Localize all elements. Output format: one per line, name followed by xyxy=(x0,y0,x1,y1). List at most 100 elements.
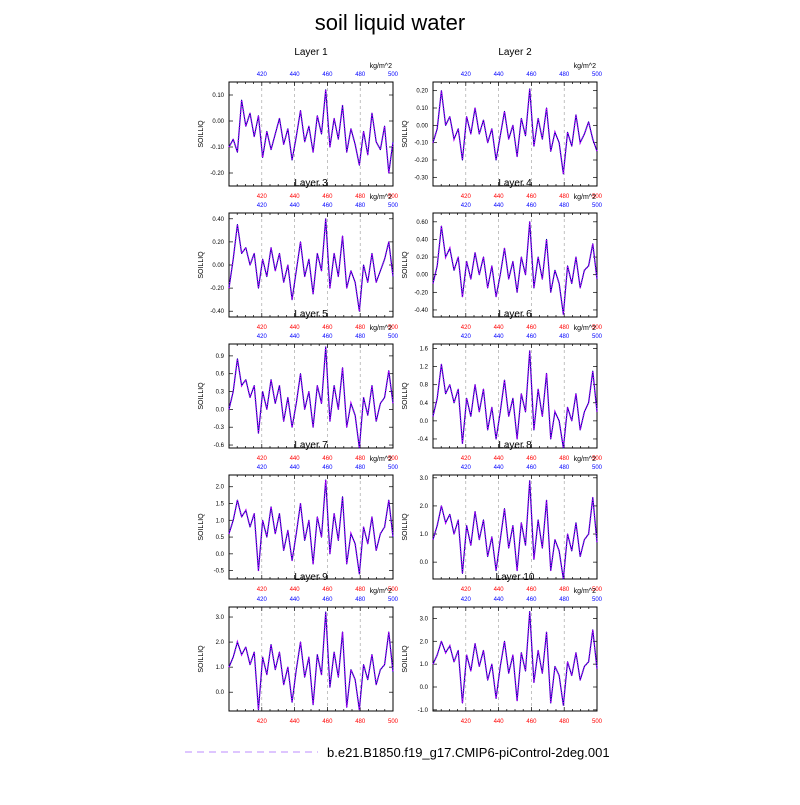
y-tick-label: 1.0 xyxy=(216,518,225,524)
x-tick-label-top: 460 xyxy=(526,465,537,471)
x-tick-label-bottom: 460 xyxy=(526,719,537,725)
units-label: kg/m^2 xyxy=(574,325,596,332)
y-tick-label: -1.0 xyxy=(418,708,429,714)
y-axis-label: SOILLIQ xyxy=(198,251,205,279)
y-tick-label: 0.6 xyxy=(216,372,225,378)
units-label: kg/m^2 xyxy=(370,456,392,463)
panel-layer-10: Layer 10 kg/m^2 SOILLIQ 420 420 440 440 460 460 4… xyxy=(402,572,603,725)
x-tick-label-top: 460 xyxy=(322,334,333,340)
panel-title: Layer 9 xyxy=(294,572,328,583)
y-tick-label: 1.0 xyxy=(420,532,429,538)
x-tick-label-bottom: 440 xyxy=(494,325,505,331)
plot-frame xyxy=(432,81,598,187)
x-tick-label-top: 420 xyxy=(257,72,268,78)
series-line xyxy=(432,480,598,580)
x-tick-label-top: 500 xyxy=(592,465,603,471)
x-tick-label-top: 420 xyxy=(257,203,268,209)
x-tick-label-top: 440 xyxy=(494,597,505,603)
panel-layer-3: Layer 3 kg/m^2 SOILLIQ 420 420 440 440 460 460 48… xyxy=(198,178,399,331)
x-tick-label-top: 420 xyxy=(257,334,268,340)
plot-frame xyxy=(432,343,598,449)
x-tick-label-top: 420 xyxy=(461,334,472,340)
x-tick-label-bottom: 440 xyxy=(290,325,301,331)
x-tick-label-top: 500 xyxy=(592,597,603,603)
x-tick-label-bottom: 460 xyxy=(526,325,537,331)
x-tick-label-bottom: 420 xyxy=(461,194,472,200)
x-tick-label-bottom: 420 xyxy=(461,456,472,462)
series-line xyxy=(228,346,394,449)
x-tick-label-bottom: 460 xyxy=(322,194,333,200)
series-line xyxy=(432,611,598,706)
y-tick-label: -0.10 xyxy=(210,145,224,151)
y-axis-label: SOILLIQ xyxy=(198,513,205,541)
units-label: kg/m^2 xyxy=(370,63,392,70)
x-tick-label-bottom: 420 xyxy=(461,719,472,725)
series-dots xyxy=(432,480,598,580)
x-tick-label-top: 460 xyxy=(526,334,537,340)
panel-grid: Layer 1 kg/m^2 SOILLIQ 420 420 440 440 460 460 48… xyxy=(198,47,603,725)
x-tick-label-bottom: 420 xyxy=(461,325,472,331)
x-tick-label-top: 460 xyxy=(526,72,537,78)
y-tick-label: 0.0 xyxy=(420,685,429,691)
y-tick-label: 2.0 xyxy=(420,639,429,645)
x-tick-label-bottom: 460 xyxy=(526,587,537,593)
x-tick-label-bottom: 440 xyxy=(494,719,505,725)
y-axis-label: SOILLIQ xyxy=(198,120,205,148)
x-tick-label-top: 480 xyxy=(355,597,366,603)
y-tick-label: 0.20 xyxy=(212,240,224,246)
y-axis-label: SOILLIQ xyxy=(402,513,409,541)
y-tick-label: -0.20 xyxy=(414,158,428,164)
x-tick-label-bottom: 480 xyxy=(559,325,570,331)
series-dots xyxy=(228,218,394,312)
y-tick-label: 0.00 xyxy=(416,123,428,129)
x-tick-label-bottom: 480 xyxy=(355,719,366,725)
series-dots xyxy=(432,221,598,315)
x-tick-label-bottom: 480 xyxy=(559,194,570,200)
y-tick-label: 0.3 xyxy=(216,390,225,396)
x-tick-label-top: 420 xyxy=(257,465,268,471)
units-label: kg/m^2 xyxy=(574,194,596,201)
x-tick-label-top: 420 xyxy=(461,465,472,471)
x-tick-label-bottom: 440 xyxy=(290,719,301,725)
x-tick-label-bottom: 480 xyxy=(355,194,366,200)
x-tick-label-bottom: 440 xyxy=(494,194,505,200)
panel-layer-9: Layer 9 kg/m^2 SOILLIQ 420 420 440 440 460 460 48… xyxy=(198,572,399,725)
x-tick-label-top: 460 xyxy=(322,465,333,471)
plot-frame xyxy=(432,474,598,580)
y-tick-label: 2.0 xyxy=(216,640,225,646)
x-tick-label-top: 460 xyxy=(526,597,537,603)
y-tick-label: -0.30 xyxy=(414,175,428,181)
x-tick-label-top: 500 xyxy=(592,334,603,340)
x-tick-label-top: 500 xyxy=(388,465,399,471)
y-tick-label: 0.00 xyxy=(212,119,224,125)
y-tick-label: -0.5 xyxy=(214,569,225,575)
y-tick-label: -0.40 xyxy=(414,308,428,314)
y-tick-label: 1.5 xyxy=(216,502,225,508)
x-tick-label-top: 420 xyxy=(461,72,472,78)
plot-frame xyxy=(228,343,394,449)
x-tick-label-bottom: 460 xyxy=(322,587,333,593)
y-tick-label: -0.20 xyxy=(414,290,428,296)
y-tick-label: 1.0 xyxy=(216,665,225,671)
x-tick-label-bottom: 500 xyxy=(592,587,603,593)
panel-title: Layer 7 xyxy=(294,440,328,451)
x-tick-label-bottom: 480 xyxy=(559,719,570,725)
x-tick-label-top: 420 xyxy=(461,203,472,209)
y-tick-label: 0.0 xyxy=(420,419,429,425)
x-tick-label-bottom: 420 xyxy=(257,456,268,462)
y-tick-label: 3.0 xyxy=(216,615,225,621)
y-tick-label: 2.0 xyxy=(420,504,429,510)
y-tick-label: 0.0 xyxy=(216,407,225,413)
x-tick-label-top: 500 xyxy=(388,72,399,78)
legend: b.e21.B1850.f19_g17.CMIP6-piControl-2deg… xyxy=(185,745,610,760)
series-line xyxy=(432,221,598,315)
series-dots xyxy=(228,346,394,449)
x-tick-label-bottom: 460 xyxy=(526,456,537,462)
x-tick-label-bottom: 500 xyxy=(388,587,399,593)
panel-title: Layer 2 xyxy=(498,47,532,58)
panel-layer-5: Layer 5 kg/m^2 SOILLIQ 420 420 440 440 460 460 48… xyxy=(198,309,399,462)
x-tick-label-top: 480 xyxy=(559,334,570,340)
units-label: kg/m^2 xyxy=(574,456,596,463)
y-axis-label: SOILLIQ xyxy=(402,645,409,673)
